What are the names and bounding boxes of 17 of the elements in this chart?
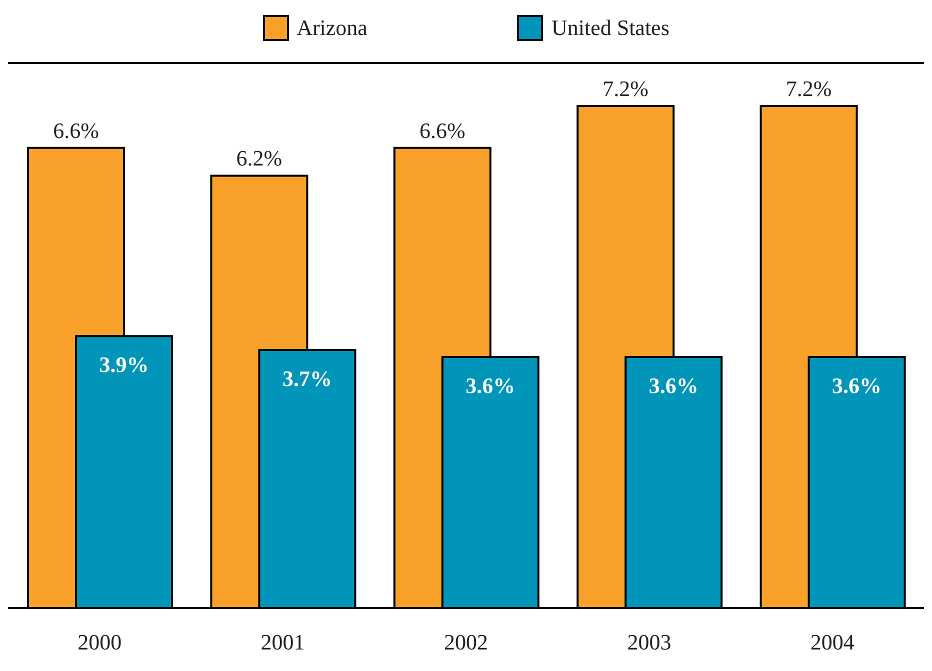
data-label: 6.6% [53, 118, 99, 143]
data-label: 3.6% [466, 373, 516, 398]
data-label: 6.2% [236, 146, 282, 171]
legend-label: Arizona [296, 15, 368, 41]
x-tick-label: 2000 [78, 630, 122, 655]
x-tick-label: 2001 [260, 630, 305, 655]
x-tick-label: 2002 [444, 630, 488, 655]
data-label: 3.6% [832, 373, 882, 398]
data-label: 3.6% [648, 373, 698, 398]
data-label: 7.2% [786, 76, 832, 101]
data-label: 6.6% [419, 118, 466, 143]
data-label: 7.2% [602, 76, 649, 101]
legend-label: United States [551, 15, 670, 41]
data-label: 3.7% [282, 366, 332, 392]
data-label: 3.9% [99, 352, 149, 378]
x-tick-label: 2003 [627, 630, 672, 655]
x-tick-label: 2004 [810, 630, 854, 655]
